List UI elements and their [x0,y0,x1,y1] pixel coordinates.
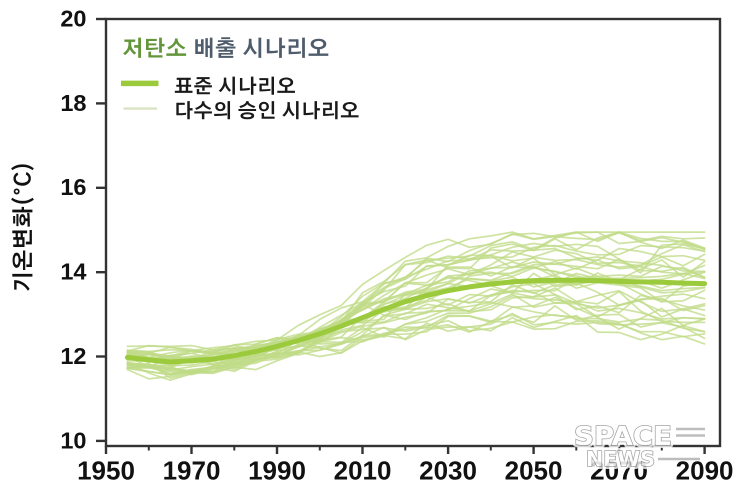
watermark-line2-glow: NEWS [586,447,655,471]
y-tick-label: 18 [60,90,86,116]
x-tick-label: 2050 [505,456,563,486]
legend-label-standard [174,76,295,95]
mean-line [124,277,708,365]
x-tick-label: 1970 [163,456,221,486]
y-tick-label: 10 [60,427,86,453]
chart-title-rest [195,37,329,58]
axis-ticks [96,17,706,454]
ensemble-member-line [126,282,706,379]
watermark-line1: SPACE [574,422,672,452]
y-axis-title [11,164,34,291]
x-tick-label: 2070 [590,456,648,486]
ensemble-member-line [126,242,706,382]
x-tick-label: 2010 [334,456,392,486]
x-tick-label: 1950 [77,456,135,486]
legend-label-ensemble [176,101,359,120]
y-tick-label: 12 [60,343,86,369]
watermark-line1-glow: SPACE [574,422,672,452]
x-tick-label: 2090 [676,456,734,486]
ensemble-member-line [126,231,706,351]
x-tick-label: 2030 [419,456,477,486]
watermark-line2: NEWS [586,447,655,471]
plot-frame [104,17,722,448]
y-tick-label: 14 [60,259,86,285]
legend-swatch-standard [121,80,159,87]
y-tick-label: 20 [60,5,86,31]
y-tick-label: 16 [60,174,86,200]
ensemble-member-line [126,289,706,355]
x-tick-label: 1990 [248,456,306,486]
chart-title-highlight [123,37,187,58]
